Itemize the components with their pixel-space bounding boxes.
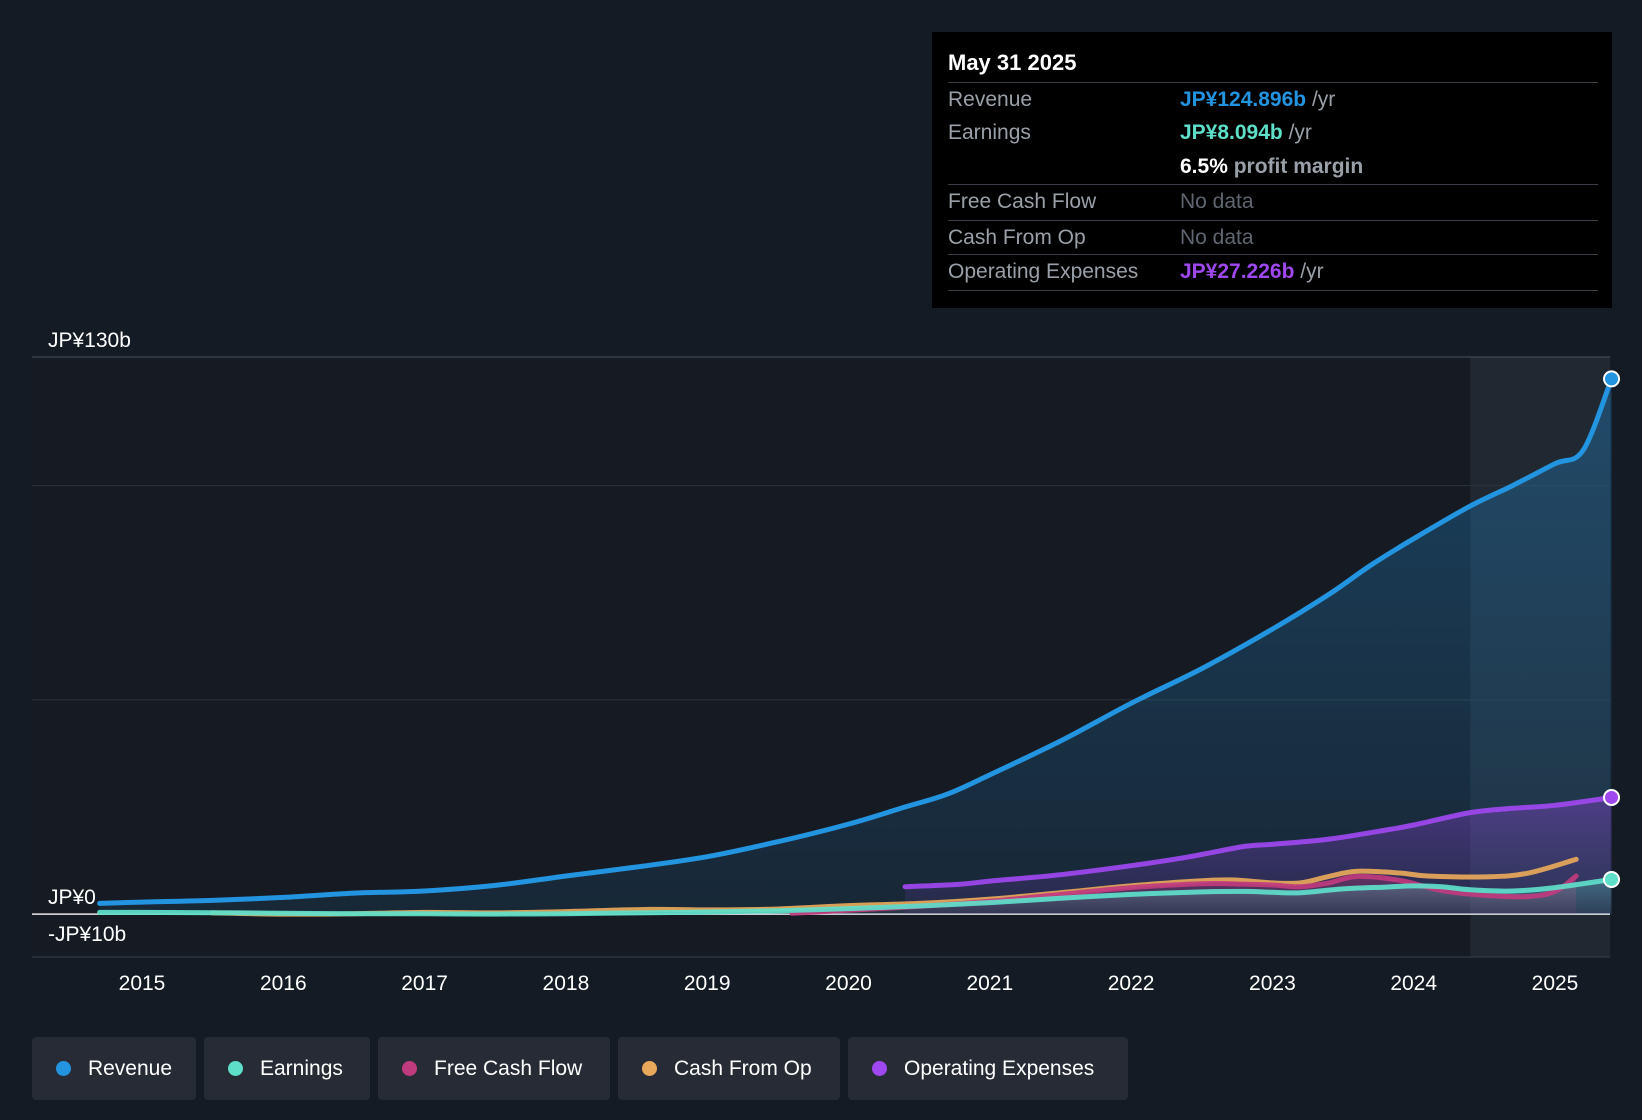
y-tick-label: JP¥0 [48,886,96,909]
tooltip-revenue-label: Revenue [948,88,1032,112]
tooltip-row-cfo: Cash From Op No data [948,220,1598,255]
x-tick-label: 2024 [1390,972,1437,995]
legend-item-operating-expenses[interactable]: Operating Expenses [848,1037,1128,1100]
revenue-dot-icon [56,1061,71,1076]
tooltip-cfo-value: No data [1180,226,1254,250]
x-tick-label: 2023 [1249,972,1296,995]
tooltip-row-margin: 6.5% profit margin [948,150,1598,184]
tooltip-revenue-value: JP¥124.896b /yr [1180,88,1335,112]
tooltip-panel: May 31 2025 Revenue JP¥124.896b /yr Earn… [932,32,1612,308]
tooltip-earnings-value: JP¥8.094b /yr [1180,121,1312,145]
legend-item-revenue[interactable]: Revenue [32,1037,196,1100]
x-tick-label: 2016 [260,972,307,995]
tooltip-date: May 31 2025 [948,50,1076,76]
tooltip-row-fcf: Free Cash Flow No data [948,184,1598,219]
operating-expenses-endpoint-marker [1604,790,1619,805]
earnings-dot-icon [228,1061,243,1076]
legend-label-cash-from-op: Cash From Op [674,1057,812,1081]
tooltip-fcf-label: Free Cash Flow [948,190,1096,214]
tooltip-fcf-value: No data [1180,190,1254,214]
x-tick-label: 2022 [1108,972,1155,995]
tooltip-row-earnings: Earnings JP¥8.094b /yr [948,116,1598,150]
x-tick-label: 2021 [966,972,1013,995]
legend-item-earnings[interactable]: Earnings [204,1037,370,1100]
tooltip-divider [948,290,1598,291]
x-tick-label: 2019 [684,972,731,995]
tooltip-opex-label: Operating Expenses [948,260,1138,284]
operating-expenses-dot-icon [872,1061,887,1076]
legend-label-free-cash-flow: Free Cash Flow [434,1057,582,1081]
tooltip-opex-value: JP¥27.226b /yr [1180,260,1324,284]
x-tick-label: 2017 [401,972,448,995]
x-tick-label: 2015 [119,972,166,995]
x-tick-label: 2018 [543,972,590,995]
cash-from-op-dot-icon [642,1061,657,1076]
free-cash-flow-dot-icon [402,1061,417,1076]
y-tick-label: -JP¥10b [48,923,126,946]
tooltip-row-revenue: Revenue JP¥124.896b /yr [948,82,1598,117]
legend-label-operating-expenses: Operating Expenses [904,1057,1094,1081]
legend-item-free-cash-flow[interactable]: Free Cash Flow [378,1037,610,1100]
earnings-endpoint-marker [1604,872,1619,887]
tooltip-earnings-label: Earnings [948,121,1031,145]
tooltip-cfo-label: Cash From Op [948,226,1086,250]
legend-label-revenue: Revenue [88,1057,172,1081]
legend-item-cash-from-op[interactable]: Cash From Op [618,1037,840,1100]
y-tick-label: JP¥130b [48,329,131,352]
x-tick-label: 2020 [825,972,872,995]
x-tick-label: 2025 [1532,972,1579,995]
tooltip-profit-margin: 6.5% profit margin [1180,155,1363,179]
tooltip-row-opex: Operating Expenses JP¥27.226b /yr [948,254,1598,289]
legend-label-earnings: Earnings [260,1057,343,1081]
revenue-endpoint-marker [1604,371,1619,386]
